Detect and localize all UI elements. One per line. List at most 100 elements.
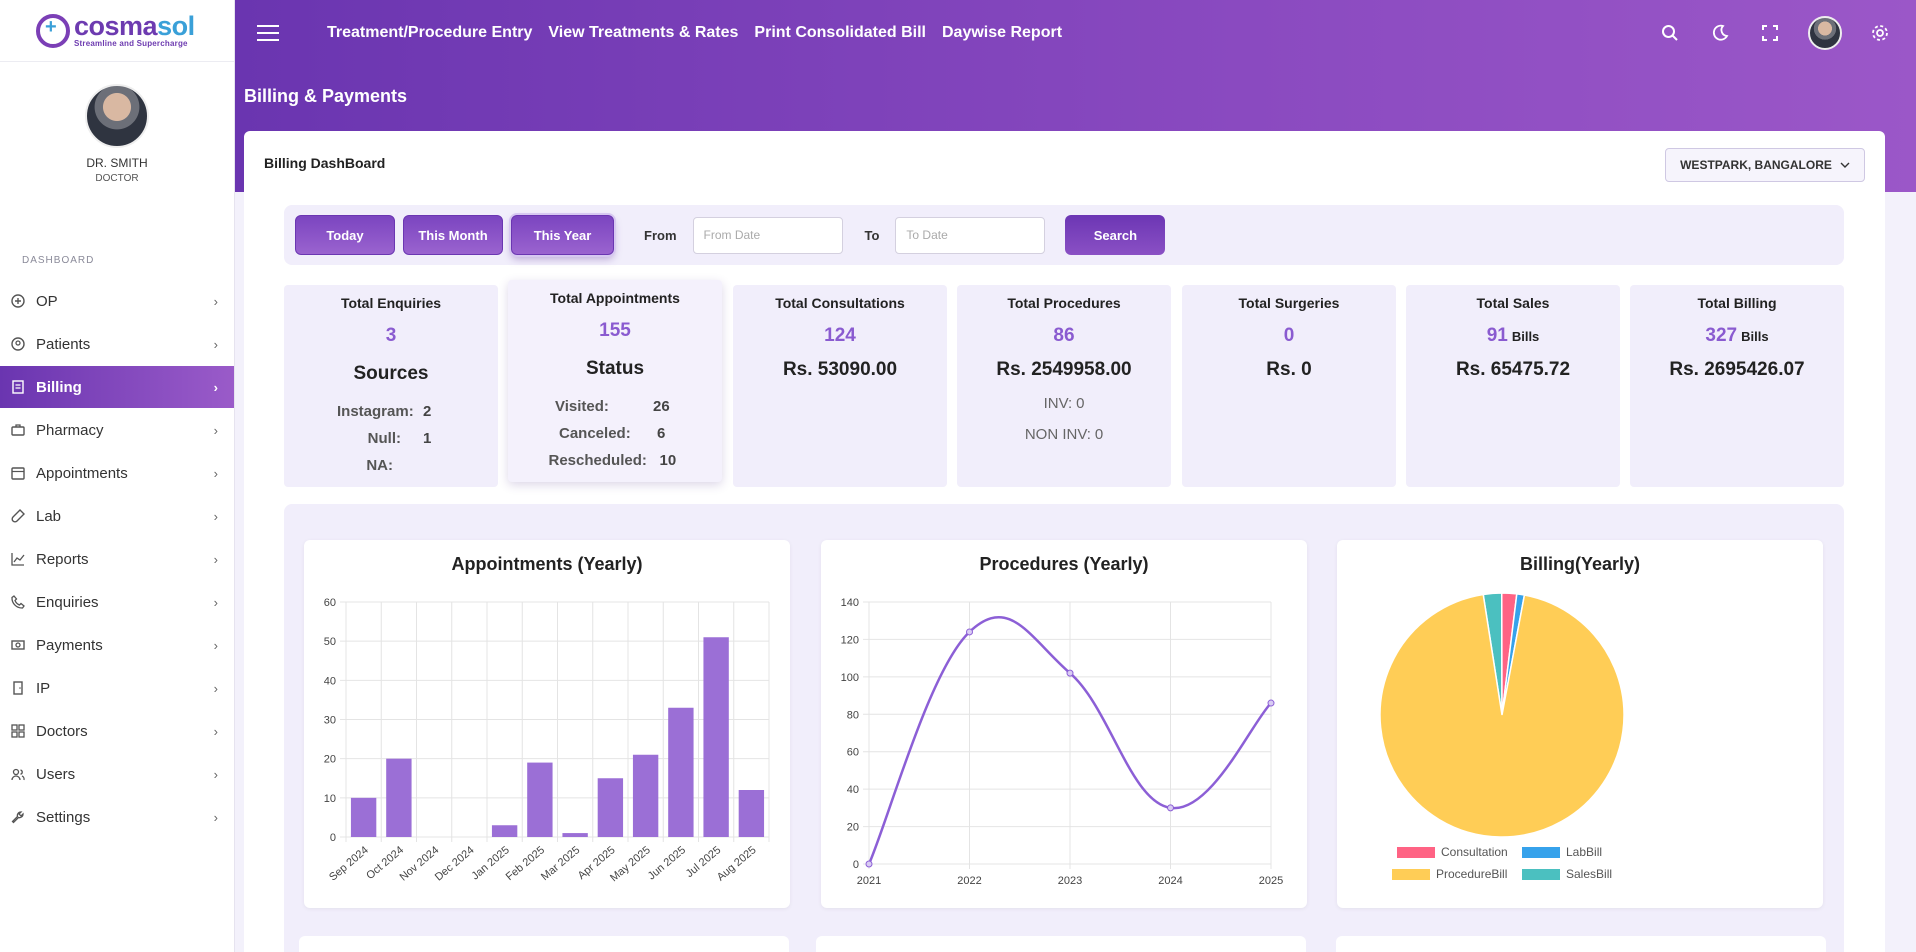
to-date-input[interactable]: To Date — [895, 216, 1046, 254]
stat-total-sales[interactable]: Total Sales 91 Bills Rs. 65475.72 — [1406, 285, 1620, 487]
from-label: From — [644, 227, 677, 243]
data-point — [1066, 669, 1074, 677]
appointments-chart-card: Appointments (Yearly) 0 10 20 30 40 50 60 Sep 2… — [304, 540, 790, 908]
chevron-right-icon: › — [213, 379, 218, 395]
chevron-right-icon: › — [213, 809, 218, 825]
nav-link-treatment-entry[interactable]: Treatment/Procedure Entry — [327, 24, 533, 41]
sidebar-item-patients[interactable]: Patients › — [0, 323, 234, 365]
chevron-right-icon: › — [213, 766, 218, 782]
page-title: Billing & Payments — [244, 86, 408, 106]
sidebar-item-settings[interactable]: Settings › — [0, 796, 234, 838]
stat-total-procedures[interactable]: Total Procedures 86 Rs. 2549958.00 INV: … — [957, 285, 1171, 487]
procedures-chart-card: Procedures (Yearly) 0 20 40 60 80 100 120 140 20… — [821, 540, 1307, 908]
user-avatar[interactable] — [1808, 16, 1842, 50]
sidebar-item-doctors[interactable]: Doctors › — [0, 710, 234, 752]
calendar-icon — [10, 465, 26, 481]
nav-link-view-treatments[interactable]: View Treatments & Rates — [548, 24, 739, 41]
sidebar-item-label: Lab — [36, 507, 62, 525]
door-icon — [10, 680, 26, 696]
stat-title: Total Billing — [1697, 295, 1777, 311]
this-month-button[interactable]: This Month — [403, 215, 503, 255]
branch-select[interactable]: WESTPARK, BANGALORE — [1665, 148, 1865, 182]
nav-link-daywise-report[interactable]: Daywise Report — [941, 24, 1063, 41]
y-tick-label: 0 — [853, 859, 859, 871]
data-point — [966, 628, 973, 636]
stat-amount: Rs. 0 — [1266, 359, 1312, 380]
chevron-right-icon: › — [213, 336, 218, 352]
grid-icon — [10, 723, 26, 739]
sidebar-item-pharmacy[interactable]: Pharmacy › — [0, 409, 234, 451]
search-icon[interactable] — [1658, 21, 1682, 45]
this-year-button[interactable]: This Year — [511, 215, 614, 255]
stat-amount: Rs. 53090.00 — [782, 359, 898, 380]
data-point — [865, 860, 873, 868]
legend-swatch — [1397, 847, 1435, 858]
sidebar-item-reports[interactable]: Reports › — [0, 538, 234, 580]
chevron-right-icon: › — [213, 637, 218, 653]
bar — [738, 790, 765, 837]
source-row: NA: — [366, 457, 393, 474]
sidebar-item-op[interactable]: OP › — [0, 280, 234, 322]
menu-icon[interactable] — [257, 25, 279, 41]
sidebar-item-label: Reports — [36, 550, 89, 568]
x-tick-label: Mar 2025 — [539, 844, 582, 883]
sidebar-item-label: Pharmacy — [36, 421, 104, 439]
stat-total-appointments[interactable]: Total Appointments 155 Status Visited: 26… — [508, 280, 722, 482]
x-tick-label: 2021 — [857, 875, 881, 887]
sidebar-item-label: Appointments — [36, 464, 128, 482]
search-button[interactable]: Search — [1065, 215, 1166, 255]
today-button[interactable]: Today — [295, 215, 395, 255]
series-line — [867, 616, 1272, 865]
chevron-right-icon: › — [213, 723, 218, 739]
sidebar-item-billing[interactable]: Billing › — [0, 366, 234, 408]
data-point — [1167, 804, 1174, 812]
from-date-input[interactable]: From Date — [692, 216, 843, 254]
brand-logo[interactable]: cosmasol Streamline and Supercharge — [0, 0, 234, 62]
dark-mode-icon[interactable] — [1708, 21, 1732, 45]
avatar[interactable] — [85, 84, 149, 148]
sidebar-item-payments[interactable]: Payments › — [0, 624, 234, 666]
sidebar-nav: OP › Patients › Billing › Pharmacy › Appointment… — [0, 280, 234, 838]
test-tube-icon — [10, 508, 26, 524]
stat-total-billing[interactable]: Total Billing 327 Bills Rs. 2695426.07 — [1630, 285, 1844, 487]
logo-icon — [36, 13, 70, 48]
stat-total-consultations[interactable]: Total Consultations 124 Rs. 53090.00 — [733, 285, 947, 487]
chevron-down-icon — [1840, 162, 1850, 168]
stat-total-enquiries[interactable]: Total Enquiries 3 Sources Instagram: 2 Nu… — [284, 285, 498, 487]
y-tick-label: 20 — [324, 754, 336, 766]
stat-value: 327 Bills — [1705, 325, 1769, 346]
stat-value: 155 — [599, 320, 631, 341]
sidebar-item-ip[interactable]: IP › — [0, 667, 234, 709]
data-point — [1267, 699, 1275, 707]
bar — [350, 797, 377, 837]
money-icon — [10, 637, 26, 653]
sidebar-item-enquiries[interactable]: Enquiries › — [0, 581, 234, 623]
sidebar-item-label: IP — [36, 679, 51, 697]
stat-amount: Rs. 65475.72 — [1455, 359, 1571, 380]
user-circle-icon — [10, 336, 26, 352]
non-inv-count: NON INV: 0 — [1024, 426, 1104, 443]
stat-subtitle: Sources — [353, 363, 429, 384]
bar — [597, 778, 624, 837]
stat-value: 91 Bills — [1486, 325, 1540, 346]
stat-value: 0 — [1283, 325, 1295, 346]
pie-slice — [1379, 593, 1625, 838]
stat-total-surgeries[interactable]: Total Surgeries 0 Rs. 0 — [1182, 285, 1396, 487]
stat-title: Total Consultations — [775, 295, 905, 311]
bar — [632, 754, 659, 837]
sidebar-item-lab[interactable]: Lab › — [0, 495, 234, 537]
settings-gear-icon[interactable] — [1868, 21, 1892, 45]
sidebar-item-users[interactable]: Users › — [0, 753, 234, 795]
bar — [703, 637, 729, 837]
legend-label: ProcedureBill — [1436, 867, 1507, 881]
charts-area: Appointments (Yearly) 0 10 20 30 40 50 60 Sep 2… — [284, 504, 1844, 952]
y-tick-label: 60 — [324, 597, 336, 609]
chart-title: Procedures (Yearly) — [979, 554, 1149, 574]
chevron-right-icon: › — [213, 551, 218, 567]
nav-link-print-bill[interactable]: Print Consolidated Bill — [754, 24, 926, 41]
fullscreen-icon[interactable] — [1758, 21, 1782, 45]
sidebar: cosmasol Streamline and Supercharge DR. … — [0, 0, 235, 952]
receipt-icon — [10, 379, 26, 395]
sidebar-item-appointments[interactable]: Appointments › — [0, 452, 234, 494]
x-tick-label: 2022 — [957, 875, 981, 887]
